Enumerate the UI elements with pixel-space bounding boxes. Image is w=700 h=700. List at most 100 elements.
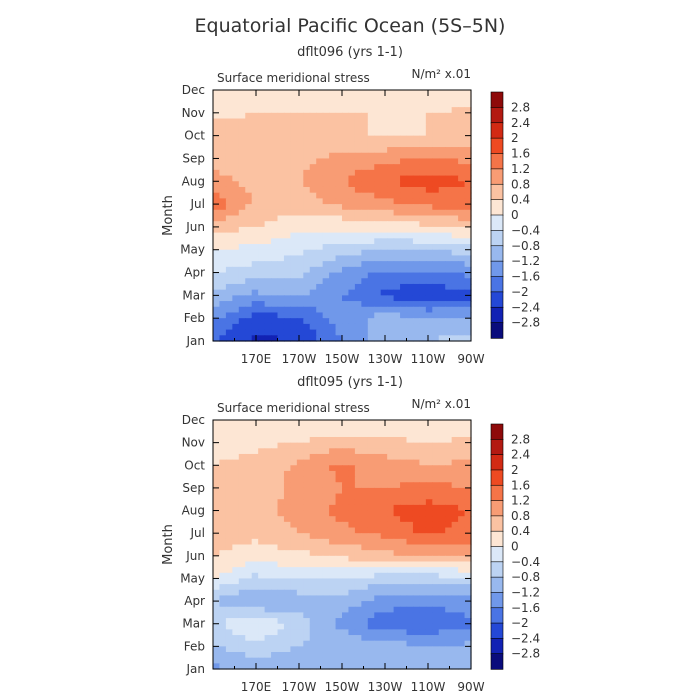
heatmap-cell bbox=[419, 431, 427, 438]
heatmap-cell bbox=[316, 323, 324, 331]
heatmap-cell bbox=[238, 323, 246, 331]
heatmap-cell bbox=[406, 107, 414, 114]
heatmap-cell bbox=[232, 90, 240, 97]
heatmap-cell bbox=[213, 289, 221, 296]
heatmap-cell bbox=[342, 476, 350, 483]
heatmap-cell bbox=[348, 663, 356, 670]
x-tick-label: 170W bbox=[282, 352, 317, 366]
heatmap-cell bbox=[335, 606, 343, 614]
colorbar-label: 0 bbox=[511, 540, 519, 554]
heatmap-cell bbox=[354, 476, 362, 483]
heatmap-cell bbox=[232, 129, 240, 137]
heatmap-cell bbox=[316, 584, 324, 591]
heatmap-cell bbox=[400, 107, 408, 114]
heatmap-cell bbox=[271, 629, 279, 636]
heatmap-cell bbox=[432, 124, 440, 131]
heatmap-cell bbox=[309, 278, 317, 285]
heatmap-cell bbox=[316, 204, 324, 211]
heatmap-cell bbox=[271, 141, 279, 148]
heatmap-cell bbox=[271, 301, 279, 308]
heatmap-cell bbox=[213, 533, 221, 540]
heatmap-cell bbox=[225, 301, 233, 308]
heatmap-cell bbox=[387, 164, 395, 171]
heatmap-cell bbox=[432, 255, 440, 262]
heatmap-cell bbox=[380, 226, 388, 234]
heatmap-cell bbox=[219, 152, 227, 160]
heatmap-cell bbox=[290, 261, 298, 268]
heatmap-cell bbox=[277, 555, 285, 563]
heatmap-cell bbox=[251, 663, 259, 670]
heatmap-cell bbox=[258, 487, 266, 495]
heatmap-cell bbox=[425, 95, 433, 102]
heatmap-cell bbox=[445, 578, 453, 585]
heatmap-cell bbox=[245, 657, 253, 664]
heatmap-cell bbox=[380, 318, 388, 325]
heatmap-cell bbox=[419, 420, 427, 427]
heatmap-cell bbox=[271, 175, 279, 182]
heatmap-cell bbox=[348, 152, 356, 160]
heatmap-cell bbox=[425, 612, 433, 619]
heatmap-cell bbox=[335, 663, 343, 670]
heatmap-cell bbox=[419, 510, 427, 517]
heatmap-cell bbox=[232, 318, 240, 325]
heatmap-cell bbox=[316, 129, 324, 137]
heatmap-cell bbox=[309, 606, 317, 614]
heatmap-cell bbox=[393, 141, 401, 148]
heatmap-cell bbox=[393, 129, 401, 137]
heatmap-cell bbox=[283, 584, 291, 591]
heatmap-cell bbox=[258, 538, 266, 546]
heatmap-cell bbox=[335, 272, 343, 279]
heatmap-cell bbox=[400, 158, 408, 165]
heatmap-cell bbox=[329, 312, 337, 319]
heatmap-cell bbox=[361, 107, 369, 114]
heatmap-cell bbox=[264, 420, 272, 427]
heatmap-cell bbox=[277, 657, 285, 664]
heatmap-cell bbox=[438, 295, 446, 302]
heatmap-cell bbox=[425, 186, 433, 194]
heatmap-cell bbox=[458, 601, 466, 608]
heatmap-cell bbox=[367, 482, 375, 489]
heatmap-cell bbox=[438, 204, 446, 211]
heatmap-cell bbox=[225, 550, 233, 557]
heatmap-cell bbox=[458, 101, 466, 108]
heatmap-cell bbox=[213, 567, 221, 574]
heatmap-cell bbox=[432, 499, 440, 506]
heatmap-cell bbox=[374, 204, 382, 211]
heatmap-cell bbox=[458, 499, 466, 506]
heatmap-cell bbox=[387, 335, 395, 342]
heatmap-cell bbox=[445, 453, 453, 461]
heatmap-cell bbox=[354, 209, 362, 217]
heatmap-cell bbox=[329, 323, 337, 331]
heatmap-cell bbox=[219, 323, 227, 331]
heatmap-cell bbox=[283, 527, 291, 534]
heatmap-cell bbox=[296, 640, 304, 647]
heatmap-cell bbox=[213, 442, 221, 449]
heatmap-cell bbox=[271, 640, 279, 647]
heatmap-cell bbox=[354, 544, 362, 551]
heatmap-cell bbox=[374, 606, 382, 614]
heatmap-cell bbox=[264, 158, 272, 165]
heatmap-cell bbox=[342, 482, 350, 489]
heatmap-cell bbox=[464, 561, 472, 568]
colorbar-swatch bbox=[490, 546, 504, 563]
heatmap-cell bbox=[380, 124, 388, 131]
heatmap-cell bbox=[361, 312, 369, 319]
heatmap-cell bbox=[264, 646, 272, 653]
heatmap-cell bbox=[445, 646, 453, 653]
heatmap-cell bbox=[290, 521, 298, 529]
heatmap-cell bbox=[380, 623, 388, 630]
heatmap-cell bbox=[271, 601, 279, 608]
heatmap-cell bbox=[400, 147, 408, 154]
heatmap-cell bbox=[303, 175, 311, 182]
heatmap-cell bbox=[393, 646, 401, 653]
heatmap-cell bbox=[264, 533, 272, 540]
heatmap-cell bbox=[225, 215, 233, 222]
heatmap-cell bbox=[432, 101, 440, 108]
heatmap-cell bbox=[251, 487, 259, 495]
heatmap-cell bbox=[406, 164, 414, 171]
heatmap-cell bbox=[464, 152, 472, 160]
heatmap-cell bbox=[290, 135, 298, 142]
heatmap-cell bbox=[432, 329, 440, 336]
heatmap-cell bbox=[400, 261, 408, 268]
heatmap-cell bbox=[387, 601, 395, 608]
